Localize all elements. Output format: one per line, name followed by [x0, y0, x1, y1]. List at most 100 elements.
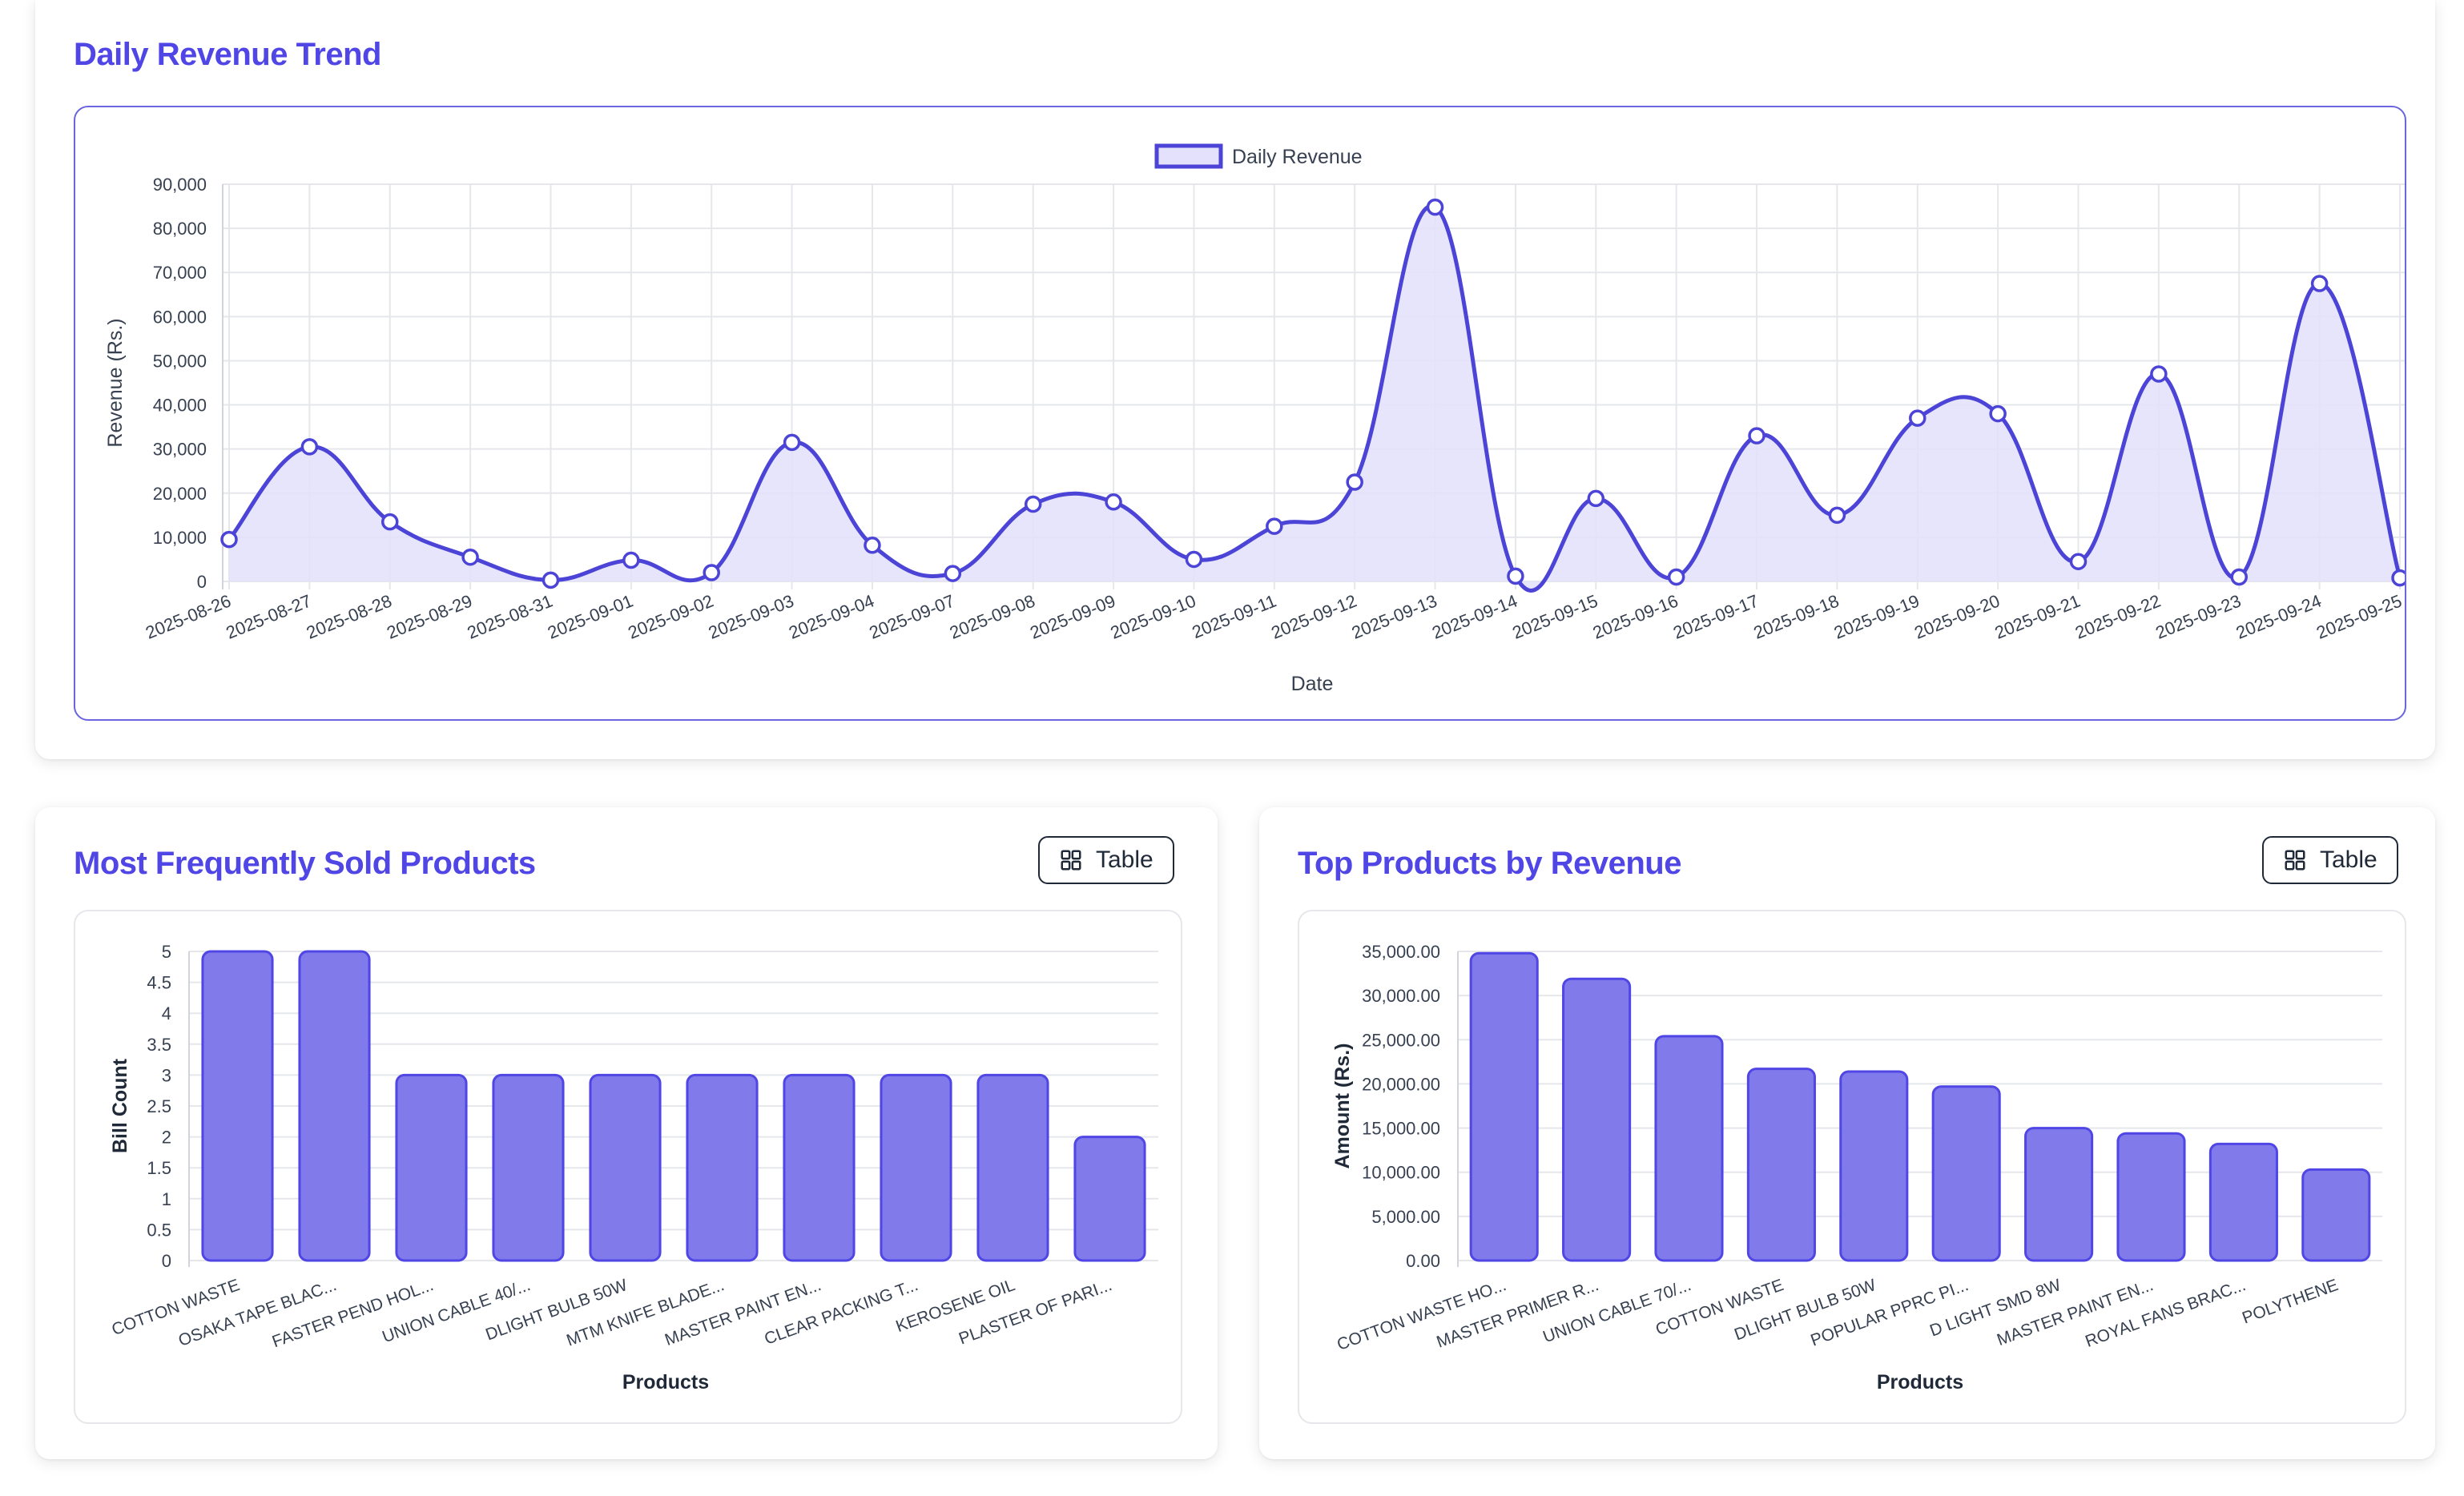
- data-point: [1185, 550, 1203, 569]
- data-point: [783, 433, 801, 452]
- data-point: [461, 548, 479, 566]
- x-tick-label: ROYAL FANS BRAC...: [2083, 1276, 2248, 1351]
- x-tick-label: 2025-08-27: [223, 590, 315, 642]
- x-tick-label: 2025-09-18: [1751, 590, 1842, 642]
- y-tick-label: 25,000.00: [1362, 1030, 1440, 1050]
- legend-swatch: [1154, 143, 1223, 169]
- bar: [395, 1073, 468, 1262]
- grid-icon: [1061, 850, 1081, 871]
- data-point: [1266, 517, 1283, 535]
- x-axis-title: Date: [1291, 673, 1334, 695]
- y-tick-label: 0: [162, 1251, 171, 1271]
- legend-label: Daily Revenue: [1232, 146, 1363, 168]
- x-tick-label: 2025-09-21: [1992, 590, 2084, 642]
- data-point: [944, 565, 962, 582]
- data-point: [1024, 495, 1042, 513]
- bar: [1746, 1068, 1816, 1262]
- x-tick-label: 2025-08-31: [465, 590, 556, 642]
- daily-revenue-chart-frame: 0 10,000 20,000 30,000 40,000 50,000 60,000 70,…: [74, 106, 2409, 721]
- bar: [686, 1073, 759, 1262]
- frequent-products-card: Most Frequently Sold Products Table 0 0.5…: [35, 807, 1218, 1459]
- y-tick-label: 3: [162, 1065, 171, 1085]
- revenue-area: [229, 206, 2400, 591]
- revenue-products-chart: 0.00 5,000.00 10,000.00 15,000.00 20,000.00 2…: [1331, 942, 2382, 1393]
- y-tick-label: 1: [162, 1189, 171, 1209]
- y-tick-label: 30,000: [153, 440, 207, 460]
- y-tick-label: 40,000: [153, 396, 207, 416]
- revenue-products-table-button[interactable]: Table: [2262, 836, 2398, 884]
- y-tick-label: 2: [162, 1128, 171, 1148]
- x-tick-label: 2025-09-16: [1590, 590, 1681, 642]
- y-tick-label: 0: [197, 572, 207, 592]
- data-point: [380, 513, 399, 531]
- frequent-products-chart-frame: 0 0.5 1 1.5 2 2.5 3 3.5 4 4.5 5 COTTON WASTE OSAKA T…: [74, 910, 1182, 1424]
- data-point: [300, 438, 319, 456]
- data-point: [1667, 568, 1685, 586]
- y-tick-label: 20,000: [153, 484, 207, 504]
- x-tick-label: POLYTHENE: [2240, 1276, 2341, 1328]
- x-tick-label: 2025-09-19: [1831, 590, 1922, 642]
- y-tick-label: 3.5: [147, 1035, 171, 1055]
- bar: [783, 1073, 856, 1262]
- bar: [1469, 951, 1539, 1262]
- x-tick-label: MASTER PAINT EN...: [1995, 1276, 2156, 1349]
- data-point: [1105, 493, 1122, 511]
- revenue-products-card: Top Products by Revenue Table 0.00 5,000.…: [1259, 807, 2435, 1459]
- x-tick-label: 2025-08-26: [143, 590, 234, 642]
- revenue-products-chart-frame: 0.00 5,000.00 10,000.00 15,000.00 20,000.00 2…: [1298, 910, 2406, 1424]
- revenue-line: [227, 203, 2402, 593]
- x-tick-label: POPULAR PPRC PI...: [1808, 1276, 1971, 1350]
- data-point: [2310, 275, 2329, 292]
- data-point: [1828, 506, 1846, 525]
- x-tick-label: 2025-09-09: [1027, 590, 1118, 642]
- daily-revenue-title: Daily Revenue Trend: [74, 37, 381, 72]
- y-tick-label: 20,000.00: [1362, 1074, 1440, 1094]
- y-axis-title: Revenue (Rs.): [104, 318, 127, 447]
- bar: [589, 1073, 662, 1262]
- bar: [2024, 1127, 2094, 1262]
- x-tick-label: 2025-09-04: [786, 590, 877, 642]
- x-tick-label: 2025-09-23: [2152, 590, 2244, 642]
- grid-icon: [2285, 850, 2305, 871]
- data-point: [622, 551, 640, 569]
- bar: [298, 950, 371, 1262]
- frequent-products-title: Most Frequently Sold Products: [74, 846, 536, 881]
- bar: [1931, 1085, 2001, 1262]
- data-point: [2230, 568, 2249, 586]
- y-tick-label: 30,000.00: [1362, 986, 1440, 1006]
- bar: [1654, 1035, 1724, 1262]
- bar: [2116, 1132, 2186, 1262]
- bar: [976, 1073, 1049, 1262]
- frequent-products-table-button[interactable]: Table: [1038, 836, 1174, 884]
- data-point: [864, 537, 881, 554]
- data-point: [2069, 553, 2088, 570]
- x-tick-label: COTTON WASTE HO...: [1335, 1276, 1508, 1354]
- data-point: [1909, 409, 1927, 427]
- x-tick-label: MASTER PAINT EN...: [662, 1276, 823, 1349]
- data-point: [1587, 489, 1605, 508]
- x-axis-title: Products: [622, 1371, 709, 1393]
- x-tick-label: 2025-09-12: [1268, 590, 1359, 642]
- daily-revenue-chart: 0 10,000 20,000 30,000 40,000 50,000 60,000 70,…: [104, 143, 2409, 695]
- daily-revenue-card: Daily Revenue Trend 0 10,000 20,000 30,000 4…: [35, 0, 2435, 759]
- y-tick-label: 60,000: [153, 307, 207, 327]
- bar: [201, 950, 274, 1262]
- x-tick-label: 2025-09-22: [2072, 590, 2164, 642]
- y-tick-label: 4: [162, 1003, 171, 1023]
- x-tick-label: 2025-09-20: [1911, 590, 2003, 642]
- x-tick-label: 2025-09-03: [706, 590, 797, 642]
- bar: [1073, 1136, 1146, 1262]
- data-point: [1989, 404, 2007, 423]
- bar: [492, 1073, 565, 1262]
- data-point: [1748, 427, 1765, 444]
- y-tick-label: 5,000.00: [1371, 1207, 1440, 1227]
- table-button-label: Table: [1096, 847, 1153, 873]
- y-tick-label: 1.5: [147, 1158, 171, 1178]
- x-tick-label: 2025-09-11: [1189, 590, 1278, 642]
- bar: [1839, 1070, 1909, 1262]
- y-tick-label: 0.00: [1406, 1251, 1440, 1271]
- data-point: [542, 571, 560, 589]
- bar: [1562, 977, 1632, 1262]
- data-point: [2150, 365, 2168, 383]
